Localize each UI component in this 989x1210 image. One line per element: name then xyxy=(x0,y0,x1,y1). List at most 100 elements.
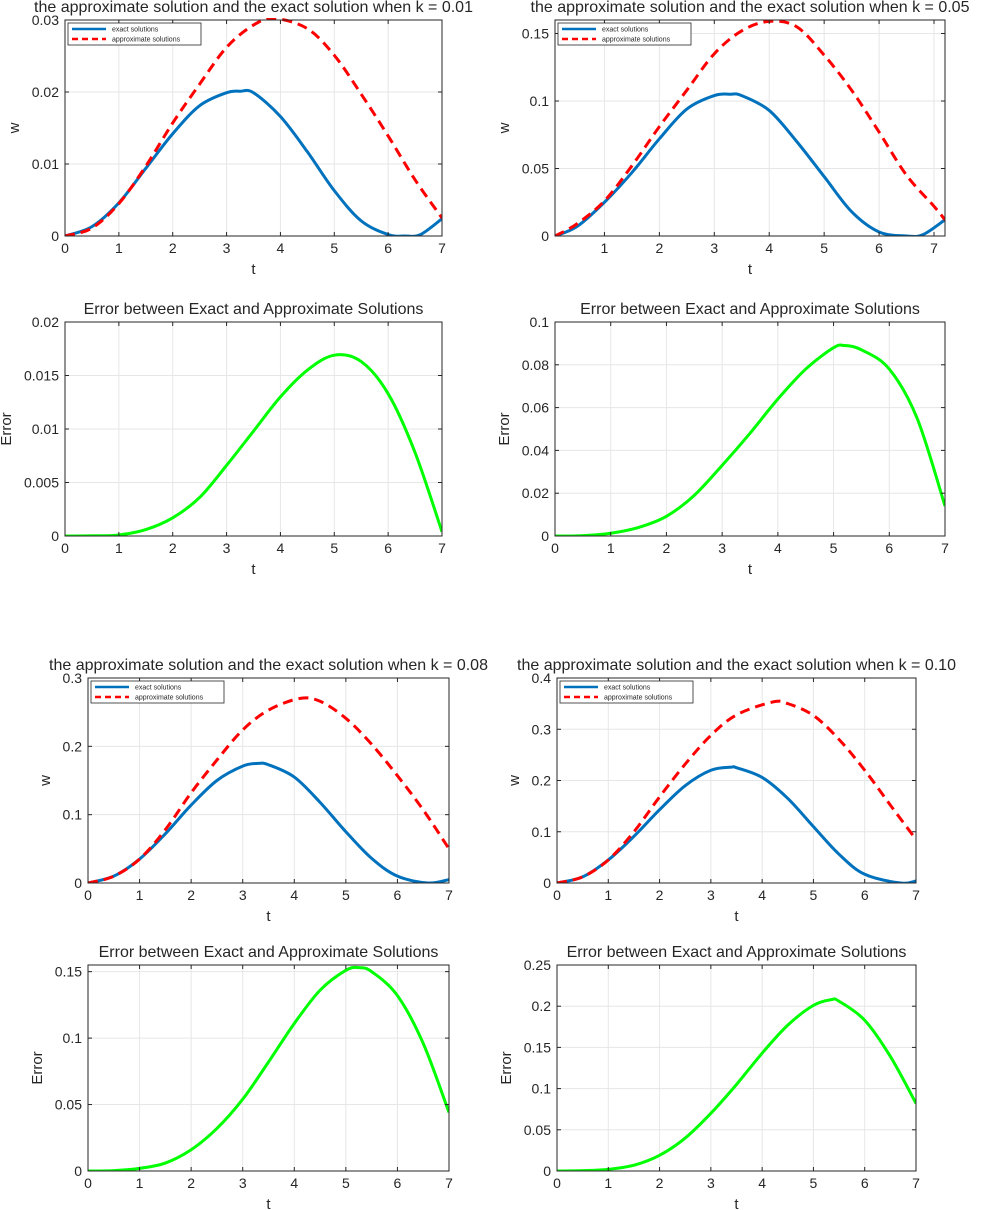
y-tick-label: 0.1 xyxy=(532,1081,552,1097)
y-axis-label: Error xyxy=(496,412,513,445)
x-tick-label: 2 xyxy=(169,540,177,556)
axes-box xyxy=(556,964,917,1172)
y-tick-label: 0 xyxy=(541,528,549,544)
x-tick-label: 0 xyxy=(84,1175,92,1191)
x-tick-label: 3 xyxy=(710,240,718,256)
chart-err-k008: 0 1 2 3 4 5 6 7 0 0.05 0.1 0.15 Error between Exact … xyxy=(29,944,453,1210)
legend: exact solutions approximate solutions xyxy=(67,22,202,46)
x-tick-label: 4 xyxy=(774,540,782,556)
y-tick-label: 0 xyxy=(541,228,549,244)
y-axis-label: w xyxy=(6,122,23,134)
y-tick-label: 0.1 xyxy=(532,824,552,840)
x-tick-label: 3 xyxy=(223,240,231,256)
y-tick-label: 0.4 xyxy=(532,670,552,686)
legend-label: exact solutions xyxy=(604,685,651,692)
y-tick-label: 0.05 xyxy=(524,1122,551,1138)
y-tick-label: 0.2 xyxy=(532,773,552,789)
y-tick-label: 0.005 xyxy=(24,475,59,491)
series-line-error xyxy=(555,343,945,536)
series-line-error xyxy=(65,353,442,536)
x-tick-label: 4 xyxy=(765,240,773,256)
x-tick-label: 5 xyxy=(830,540,838,556)
x-tick-label: 1 xyxy=(604,1175,612,1191)
y-axis-label: w xyxy=(506,775,523,787)
y-tick-label: 0.1 xyxy=(63,807,83,823)
x-tick-label: 1 xyxy=(601,240,609,256)
legend-label: approximate solutions xyxy=(602,37,671,44)
x-tick-label: 2 xyxy=(169,240,177,256)
legend-label: exact solutions xyxy=(602,27,649,34)
x-tick-label: 4 xyxy=(758,1175,766,1191)
y-tick-label: 0.05 xyxy=(522,161,549,177)
x-tick-label: 3 xyxy=(707,887,715,903)
x-tick-label: 7 xyxy=(941,540,949,556)
x-tick-label: 1 xyxy=(115,240,123,256)
y-tick-label: 0.15 xyxy=(524,1039,551,1055)
y-axis-label: w xyxy=(37,775,54,787)
x-tick-label: 6 xyxy=(861,1175,869,1191)
x-tick-label: 4 xyxy=(277,540,285,556)
axes-box xyxy=(87,677,450,884)
x-tick-label: 3 xyxy=(718,540,726,556)
plot-area xyxy=(88,965,449,1171)
series-line-approximate-solutions xyxy=(88,696,449,883)
x-tick-label: 5 xyxy=(810,887,818,903)
x-axis-label: t xyxy=(734,908,739,925)
x-tick-label: 4 xyxy=(277,240,285,256)
y-tick-label: 0 xyxy=(543,875,551,891)
x-tick-label: 0 xyxy=(61,540,69,556)
x-tick-label: 6 xyxy=(861,887,869,903)
chart-sol-k005: 1 2 3 4 5 6 7 0 0.05 0.1 0.15 the approximate solut… xyxy=(496,0,970,278)
y-tick-label: 0 xyxy=(74,875,82,891)
x-tick-label: 4 xyxy=(290,1175,298,1191)
y-tick-label: 0.03 xyxy=(32,12,59,28)
y-tick-label: 0 xyxy=(543,1163,551,1179)
y-tick-label: 0 xyxy=(51,528,59,544)
series-line-approximate-solutions xyxy=(65,18,442,236)
x-tick-label: 1 xyxy=(136,887,144,903)
x-axis-label: t xyxy=(251,261,256,278)
axes-box xyxy=(87,964,450,1172)
series-line-approximate-solutions xyxy=(555,19,945,236)
x-tick-label: 1 xyxy=(115,540,123,556)
x-tick-label: 0 xyxy=(553,1175,561,1191)
x-tick-label: 7 xyxy=(445,1175,453,1191)
x-tick-label: 6 xyxy=(885,540,893,556)
y-tick-label: 0.15 xyxy=(522,26,549,42)
legend-label: approximate solutions xyxy=(604,695,673,702)
x-tick-label: 7 xyxy=(445,887,453,903)
y-tick-label: 0.08 xyxy=(522,357,549,373)
chart-title: the approximate solution and the exact s… xyxy=(34,0,473,16)
y-tick-label: 0.2 xyxy=(532,998,552,1014)
y-tick-label: 0.015 xyxy=(24,368,59,384)
x-tick-label: 2 xyxy=(663,540,671,556)
chart-err-k001: 0 1 2 3 4 5 6 7 0 0.005 0.01 0.015 0.02 Error between… xyxy=(0,301,446,578)
legend-label: exact solutions xyxy=(112,27,159,34)
x-tick-label: 5 xyxy=(330,240,338,256)
chart-title: Error between Exact and Approximate Solu… xyxy=(99,944,439,961)
y-axis-label: w xyxy=(496,122,513,134)
axes-box xyxy=(554,321,946,537)
chart-err-k005: 0 1 2 3 4 5 6 7 0 0.02 0.04 0.06 0.08 0.1 Error betwee… xyxy=(496,301,949,578)
series-line-exact-solutions xyxy=(555,92,945,236)
y-tick-label: 0.02 xyxy=(522,485,549,501)
x-tick-label: 4 xyxy=(290,887,298,903)
x-tick-label: 1 xyxy=(607,540,615,556)
series-line-error xyxy=(557,997,916,1171)
x-tick-label: 7 xyxy=(930,240,938,256)
y-axis-label: Error xyxy=(498,1051,515,1084)
x-tick-label: 2 xyxy=(187,887,195,903)
x-tick-label: 3 xyxy=(707,1175,715,1191)
legend: exact solutions approximate solutions xyxy=(90,680,225,704)
y-tick-label: 0.1 xyxy=(530,314,550,330)
plot-area xyxy=(555,322,945,536)
plot-area xyxy=(557,965,916,1171)
x-tick-label: 3 xyxy=(239,1175,247,1191)
x-tick-label: 5 xyxy=(330,540,338,556)
x-tick-label: 0 xyxy=(551,540,559,556)
y-tick-label: 0.3 xyxy=(63,670,83,686)
chart-title: Error between Exact and Approximate Solu… xyxy=(567,944,907,961)
